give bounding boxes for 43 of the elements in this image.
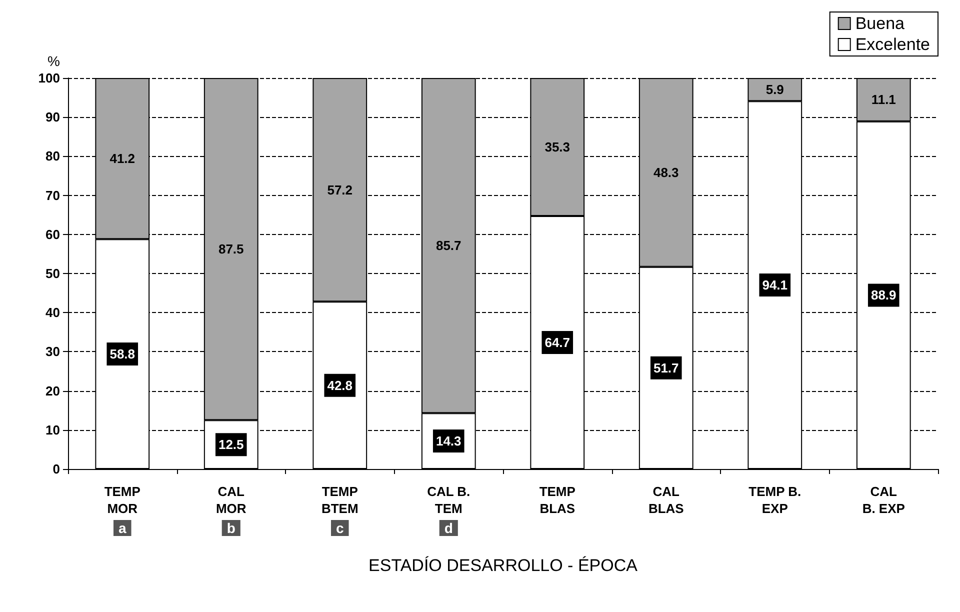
y-tick-label: 30 [46,344,60,360]
x-tick-label: TEMP BTEM [321,484,358,516]
y-axis-title: % [48,53,60,69]
y-tick-label: 40 [46,305,60,320]
y-tick-label: 50 [46,266,60,281]
y-tick-label: 10 [46,422,60,438]
text: b [226,520,236,536]
x-tick-label: TEMP B. EXP [748,484,802,516]
data-label: 41.2 [110,151,136,166]
y-tick-label: 20 [46,383,60,398]
y-tick-label: 70 [46,188,60,203]
y-tick-label: 80 [46,148,60,164]
data-label: 51.7 [653,360,679,376]
y-tick-label: 0 [52,462,60,476]
y-tick-label: 100 [38,70,60,86]
data-label: 94.1 [762,278,788,293]
x-tick-label: TEMP BLAS [539,484,576,516]
data-label: 11.1 [871,92,896,108]
data-label: 88.9 [870,288,896,303]
data-label: 58.8 [110,346,136,362]
text: c [336,520,344,536]
data-label: 48.3 [653,164,679,180]
data-label: 5.9 [766,82,784,98]
text: a [118,520,126,536]
x-tick-label: CAL BLAS [648,484,684,516]
x-tick-label: CAL B. TEM [427,484,470,516]
x-tick-label: TEMP MOR [104,484,141,516]
legend-label: Excelente [855,35,930,54]
data-label: 87.5 [218,242,244,257]
data-label: 64.7 [544,335,570,350]
y-tick-label: 90 [46,110,60,125]
y-tick-label: 60 [46,226,60,242]
data-label: 35.3 [544,140,570,155]
data-label: 85.7 [436,238,462,254]
data-label: 14.3 [436,434,462,449]
x-tick-label: CAL B. EXP [862,484,906,516]
data-label: 12.5 [218,437,244,452]
data-label: 42.8 [327,378,353,393]
x-tick-label: CAL MOR [216,484,247,516]
text: d [444,520,453,536]
x-axis-title: ESTADÍO DESARROLLO - ÉPOCA [368,556,638,575]
data-label: 57.2 [327,182,353,198]
legend-label: Buena [855,14,906,33]
